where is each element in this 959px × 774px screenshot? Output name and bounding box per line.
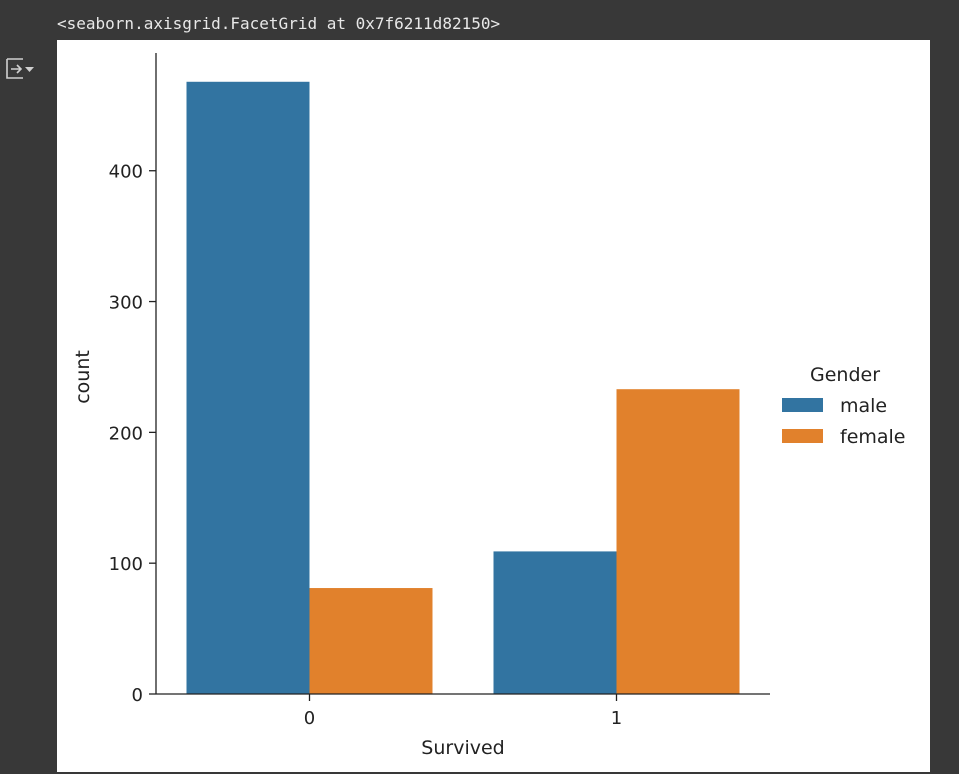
- bar-female-1: [616, 389, 740, 694]
- bar-male-1: [493, 551, 617, 694]
- legend-swatch-male: [782, 398, 823, 412]
- y-tick-label: 400: [109, 162, 143, 183]
- y-tick-label: 300: [109, 293, 143, 314]
- y-tick-label: 100: [109, 554, 143, 575]
- y-tick-label: 200: [109, 423, 143, 444]
- legend-label-male: male: [840, 395, 887, 417]
- bar-female-0: [309, 588, 433, 694]
- panel-edge: [930, 0, 959, 774]
- legend-label-female: female: [840, 426, 906, 448]
- x-axis-label: Survived: [421, 737, 504, 759]
- y-ticks: 0 100 200 300 400: [109, 162, 156, 706]
- legend-swatch-female: [782, 429, 823, 443]
- output-repr-text: <seaborn.axisgrid.FacetGrid at 0x7f6211d…: [57, 14, 501, 33]
- bars-layer: [186, 81, 740, 694]
- y-tick-label: 0: [132, 685, 143, 706]
- legend-title: Gender: [810, 364, 880, 386]
- x-tick-label: 1: [611, 708, 622, 729]
- output-actions-icon[interactable]: [3, 55, 35, 83]
- x-tick-label: 0: [304, 708, 315, 729]
- bar-male-0: [186, 81, 310, 694]
- legend: Gender male female: [782, 364, 906, 448]
- y-axis-label: count: [72, 350, 94, 404]
